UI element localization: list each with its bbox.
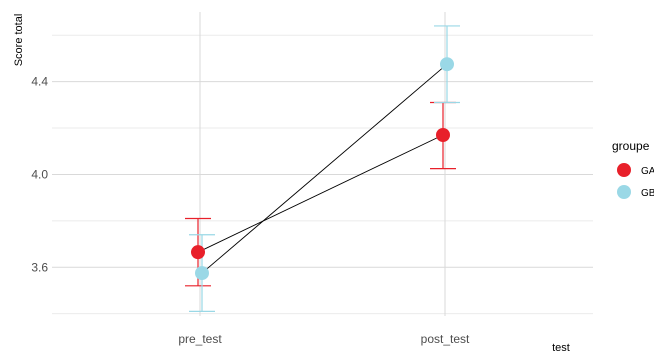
y-axis-label: Score total	[13, 14, 25, 67]
series-line-GA	[197, 134, 444, 253]
y-tick-label: 4.4	[31, 75, 48, 89]
series-line-GB	[201, 63, 448, 274]
y-tick-labels: 3.6 4.0 4.4	[31, 75, 48, 275]
y-tick-label: 3.6	[31, 260, 48, 274]
x-tick-label: pre_test	[178, 332, 222, 346]
legend-label-GB: GB	[641, 188, 654, 199]
data-marks	[185, 25, 460, 312]
point-GA	[436, 127, 450, 142]
legend-key-GB	[617, 185, 631, 199]
legend: groupe GA GB	[612, 139, 654, 199]
point-GB	[440, 57, 454, 72]
x-tick-label: post_test	[421, 332, 470, 346]
point-GA	[191, 245, 205, 260]
legend-label-GA: GA	[641, 166, 654, 177]
y-tick-label: 4.0	[31, 167, 48, 181]
point-GB	[195, 266, 209, 281]
legend-title: groupe	[612, 139, 650, 153]
x-tick-labels: pre_test post_test	[178, 332, 470, 346]
x-axis-label: test	[552, 342, 570, 354]
gridlines	[52, 12, 593, 316]
legend-key-GA	[617, 163, 631, 177]
